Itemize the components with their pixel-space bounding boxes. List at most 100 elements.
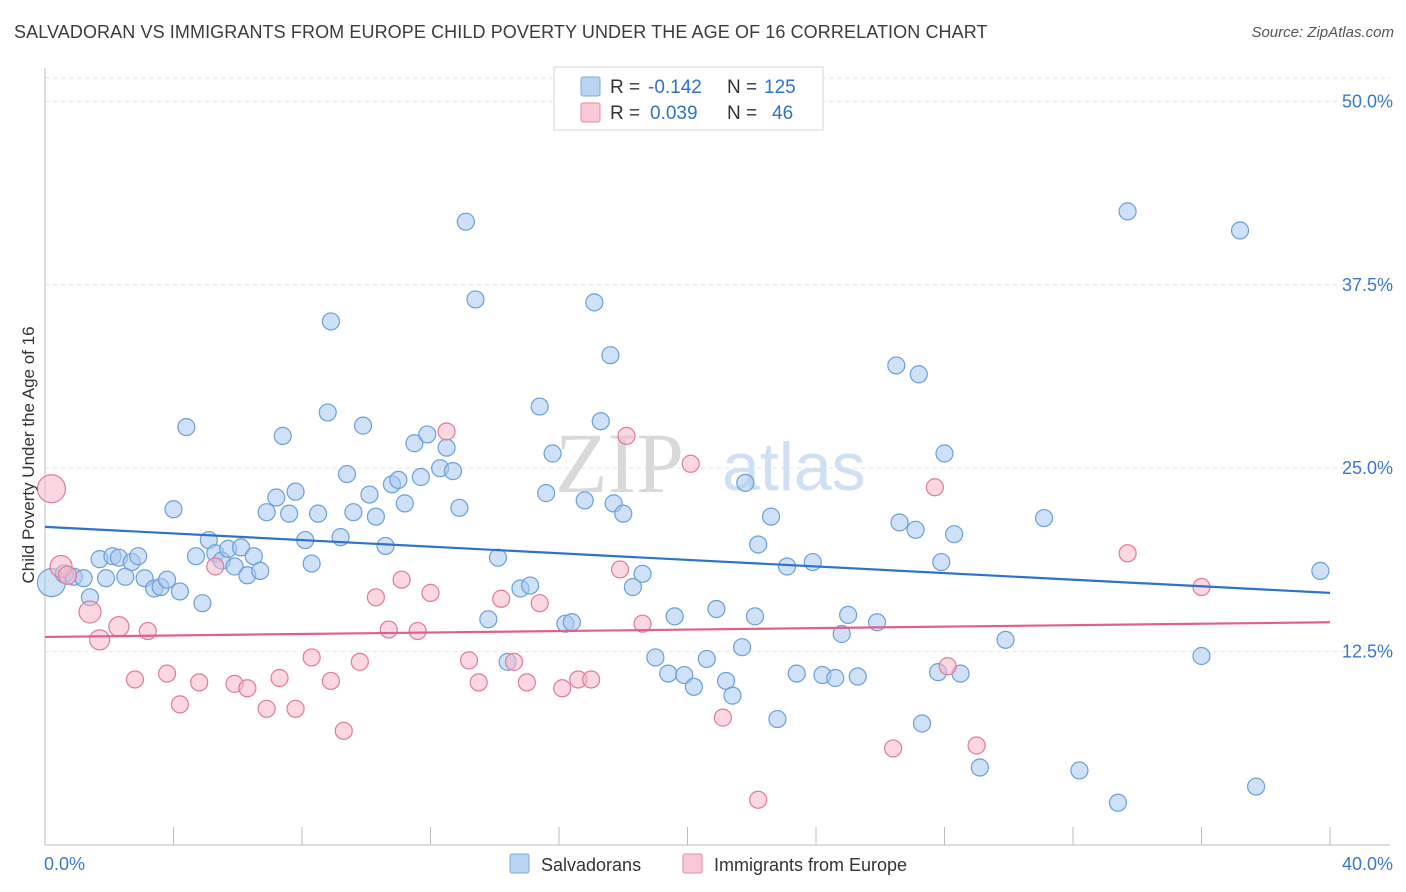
immigrant-europe-point [206, 557, 225, 576]
immigrant-europe-point [334, 721, 353, 740]
series-legend: Salvadorans Immigrants from Europe [509, 853, 907, 875]
salvadoran-point [466, 290, 485, 309]
immigrant-europe-point [469, 673, 488, 692]
stats-r-label-1: R = [610, 77, 640, 98]
salvadoran-point [321, 312, 341, 331]
salvadoran-point [437, 438, 456, 457]
salvadoran-point [909, 365, 928, 384]
salvadoran-point [418, 425, 437, 444]
immigrant-europe-point [379, 620, 398, 639]
immigrant-europe-point [36, 474, 67, 504]
chart-source: Source: ZipAtlas.com [1251, 24, 1394, 41]
salvadoran-point [803, 552, 822, 572]
immigrant-europe-point [138, 621, 157, 641]
x-tick-label-right: 40.0% [1342, 854, 1393, 874]
salvadoran-point [225, 557, 244, 576]
immigrant-europe-point [57, 565, 78, 585]
salvadoran-point [520, 576, 540, 595]
immigrant-europe-point [108, 616, 130, 638]
salvadoran-point [353, 416, 373, 435]
salvadoran-point [543, 444, 562, 463]
salvadoran-point [376, 536, 395, 556]
legend-label-salvadorans: Salvadorans [541, 855, 641, 875]
immigrant-europe-point [967, 736, 986, 755]
salvadoran-point [267, 488, 286, 507]
immigrant-europe-point [504, 652, 524, 671]
salvadoran-point [945, 525, 964, 544]
salvadoran-point [623, 577, 642, 597]
immigrant-europe-point [633, 614, 652, 633]
stats-n-value-2: 46 [772, 103, 793, 124]
salvadoran-point [932, 552, 951, 572]
immigrant-europe-point [883, 739, 903, 758]
chart-title: SALVADORAN VS IMMIGRANTS FROM EUROPE CHI… [14, 22, 988, 42]
salvadoran-point [129, 547, 148, 566]
salvadoran-point [96, 569, 116, 588]
salvadoran-point [1311, 561, 1330, 580]
immigrant-europe-point [582, 670, 601, 689]
salvadoran-point [164, 500, 183, 519]
salvadoran-point [733, 638, 752, 657]
immigrant-europe-point [125, 670, 145, 689]
salvadoran-point [646, 648, 665, 667]
immigrant-europe-point [517, 673, 536, 692]
salvadoran-point [302, 554, 321, 573]
salvadoran-point [707, 599, 726, 619]
salvadoran-point [659, 664, 678, 683]
y-tick-label: 37.5% [1342, 275, 1393, 295]
salvadoran-point [308, 504, 328, 523]
salvadoran-point [479, 610, 498, 629]
immigrant-europe-point [366, 588, 385, 607]
stats-r-value-2: 0.039 [650, 103, 698, 124]
immigrant-europe-point [257, 699, 276, 718]
immigrant-europe-point [270, 668, 289, 688]
salvadoran-point [723, 686, 742, 705]
immigrant-europe-point [286, 699, 305, 718]
stats-n-label-1: N = [727, 77, 757, 98]
salvadoran-point [675, 665, 694, 685]
y-axis-label: Child Poverty Under the Age of 16 [19, 326, 38, 583]
stats-n-value-1: 125 [764, 77, 796, 98]
salvadoran-point [257, 503, 276, 522]
salvadoran-point [193, 594, 212, 613]
salvadoran-point [777, 557, 797, 576]
y-tick-label: 25.0% [1342, 458, 1393, 478]
salvadoran-point [177, 417, 196, 437]
immigrant-europe-point [459, 651, 479, 670]
immigrant-europe-point [713, 708, 732, 727]
salvadoran-point [839, 605, 858, 625]
salvadoran-point [286, 482, 305, 501]
immigrant-europe-point [437, 422, 456, 441]
legend-label-immigrants-europe: Immigrants from Europe [714, 855, 907, 875]
salvadoran-point [848, 667, 867, 686]
stats-swatch-salvadorans [580, 76, 601, 97]
immigrant-europe-point [421, 583, 440, 602]
salvadoran-point [761, 507, 781, 526]
salvadoran-point [450, 498, 469, 517]
salvadoran-point [887, 356, 906, 375]
trend-line-salvadorans [44, 525, 1331, 594]
legend-swatch-immigrants-europe [682, 853, 703, 874]
trend-line-immigrants-europe [44, 621, 1331, 639]
salvadoran-point [890, 513, 909, 532]
immigrant-europe-point [681, 454, 700, 473]
salvadoran-point [1247, 777, 1266, 796]
salvadoran-point [832, 624, 851, 644]
salvadoran-point [906, 520, 925, 539]
immigrant-europe-point [610, 560, 630, 579]
immigrant-europe-point [492, 589, 511, 608]
salvadoran-point [157, 570, 177, 589]
immigrant-europe-point [238, 679, 257, 698]
salvadoran-point [456, 212, 475, 231]
salvadoran-point [1108, 793, 1128, 812]
immigrant-europe-point [321, 671, 341, 691]
salvadoran-point [344, 503, 363, 522]
salvadoran-point [684, 677, 704, 696]
immigrant-europe-point [938, 657, 957, 676]
immigrant-europe-point [408, 621, 427, 641]
salvadoran-point [826, 668, 845, 688]
salvadoran-point [768, 709, 787, 729]
salvadoran-point [1034, 508, 1054, 528]
immigrant-europe-point [749, 790, 768, 809]
